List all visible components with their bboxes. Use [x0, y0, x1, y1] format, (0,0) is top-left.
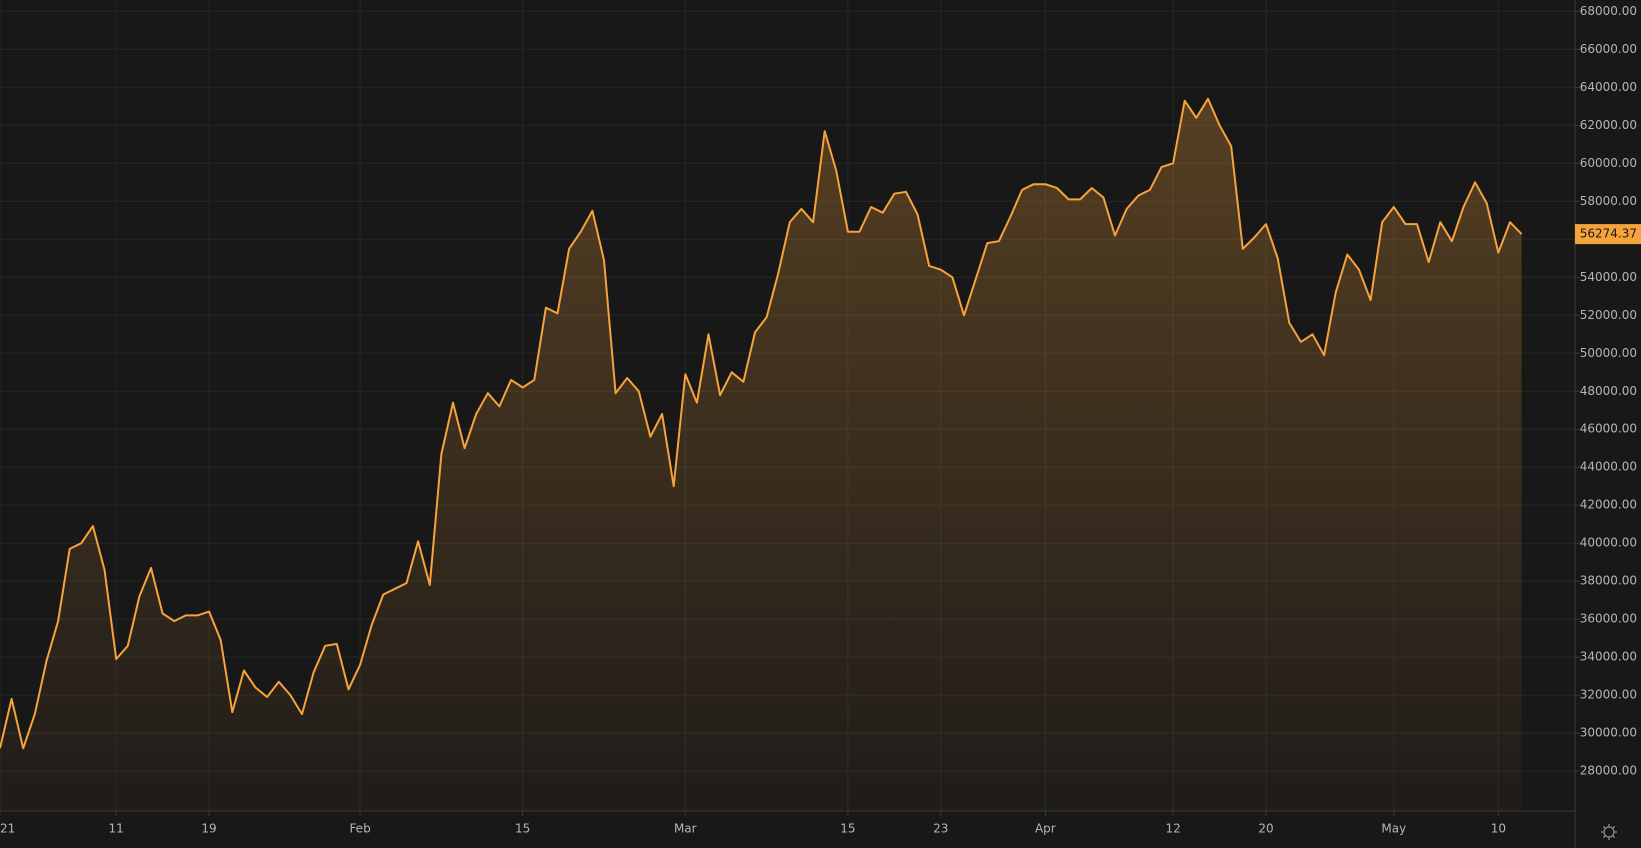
axes: 28000.00 30000.00 32000.00 34000.00 36000.00…: [0, 4, 1641, 836]
y-tick-label: 46000.00: [1580, 422, 1637, 436]
x-tick-label: 21: [0, 822, 15, 836]
price-line: [0, 97, 1523, 750]
x-tick-label: 12: [1165, 822, 1180, 836]
y-tick-label: 28000.00: [1580, 764, 1637, 778]
y-tick-label: 64000.00: [1580, 80, 1637, 94]
y-tick-label: 60000.00: [1580, 156, 1637, 170]
plot: [0, 97, 1523, 812]
y-tick-label: 58000.00: [1580, 194, 1637, 208]
x-tick-label: Mar: [674, 822, 697, 836]
y-tick-label: 66000.00: [1580, 42, 1637, 56]
y-tick-label: 62000.00: [1580, 118, 1637, 132]
y-tick-label: 40000.00: [1580, 536, 1637, 550]
y-tick-label: 38000.00: [1580, 574, 1637, 588]
y-tick-label: 54000.00: [1580, 270, 1637, 284]
settings-button[interactable]: [1601, 824, 1617, 840]
x-tick-label: 15: [840, 822, 855, 836]
y-tick-label: 32000.00: [1580, 688, 1637, 702]
x-tick-label: 23: [933, 822, 948, 836]
y-tick-label: 52000.00: [1580, 308, 1637, 322]
x-tick-label: 10: [1491, 822, 1506, 836]
gear-icon: [1603, 826, 1615, 838]
y-tick-label: 50000.00: [1580, 346, 1637, 360]
x-tick-label: Apr: [1035, 822, 1056, 836]
y-tick-label: 48000.00: [1580, 384, 1637, 398]
gear-teeth: [1601, 824, 1617, 840]
x-tick-label: 20: [1258, 822, 1273, 836]
y-tick-label: 36000.00: [1580, 612, 1637, 626]
y-tick-label: 68000.00: [1580, 4, 1637, 18]
y-tick-label: 44000.00: [1580, 460, 1637, 474]
x-tick-label: 15: [515, 822, 530, 836]
last-price-label: 56274.37: [1580, 227, 1637, 241]
x-tick-label: May: [1381, 822, 1406, 836]
x-tick-label: 19: [201, 822, 216, 836]
y-tick-label: 30000.00: [1580, 726, 1637, 740]
last-price-box: [1575, 224, 1641, 245]
x-tick-label: 11: [109, 822, 124, 836]
x-tick-label: Feb: [349, 822, 370, 836]
y-tick-label: 42000.00: [1580, 498, 1637, 512]
y-tick-label: 34000.00: [1580, 650, 1637, 664]
area-fill: [0, 98, 1522, 812]
